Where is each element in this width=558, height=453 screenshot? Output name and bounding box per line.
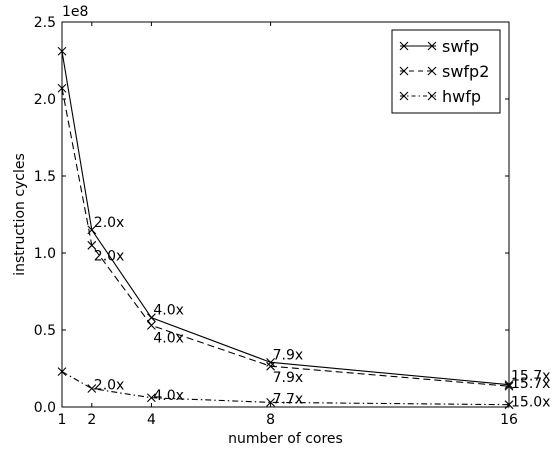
series-marker-hwfp-3 — [266, 397, 275, 407]
legend-item-swfp: swfp — [399, 37, 479, 56]
marker-stroke — [266, 357, 275, 367]
y-tick-label: 0.0 — [34, 400, 56, 416]
series-marker-swfp-2 — [147, 313, 156, 323]
legend-label-hwfp: hwfp — [442, 87, 481, 106]
marker-stroke — [147, 313, 156, 323]
series-marker-swfp-3 — [266, 357, 275, 367]
point-label-swfp2-4: 15.7x — [511, 376, 550, 392]
y-tick-label: 1.5 — [34, 169, 56, 185]
y-tick-label: 0.5 — [34, 323, 56, 339]
x-axis-label: number of cores — [228, 431, 343, 447]
series-marker-swfp2-1 — [87, 240, 97, 250]
point-label-swfp-3: 7.9x — [273, 347, 304, 363]
y-tick-label: 2.0 — [34, 92, 56, 108]
legend-marker-stroke — [399, 66, 409, 76]
x-tick-label: 16 — [500, 412, 518, 428]
legend-label-swfp2: swfp2 — [442, 62, 489, 81]
legend-item-swfp2: swfp2 — [399, 62, 489, 81]
x-tick-label: 2 — [87, 412, 96, 428]
x-tick-label: 8 — [266, 412, 275, 428]
series-marker-swfp2-3 — [266, 361, 275, 371]
y-tick-label: 2.5 — [34, 15, 56, 31]
point-label-hwfp-2: 4.0x — [153, 388, 184, 404]
point-label-swfp-2: 4.0x — [153, 303, 184, 319]
point-label-swfp2-3: 7.9x — [273, 370, 304, 386]
point-label-hwfp-1: 2.0x — [94, 378, 125, 394]
marker-stroke — [87, 384, 97, 393]
point-label-swfp2-1: 2.0x — [94, 248, 125, 264]
legend-marker-stroke — [427, 66, 437, 76]
marker-stroke — [266, 397, 275, 407]
x-tick-label: 4 — [147, 412, 156, 428]
point-label-hwfp-4: 15.0x — [511, 395, 550, 411]
series-marker-hwfp-1 — [87, 384, 97, 393]
legend-marker-stroke — [427, 41, 437, 51]
point-label-swfp2-2: 4.0x — [153, 330, 184, 346]
series-marker-swfp2-2 — [147, 320, 156, 330]
series-marker-hwfp-2 — [147, 393, 156, 403]
plot-frame — [61, 21, 510, 408]
y-scale-label: 1e8 — [62, 4, 88, 20]
x-tick-label: 1 — [58, 412, 67, 428]
legend: swfp swfp2 hwfp — [391, 29, 501, 114]
legend-marker-stroke — [427, 91, 437, 101]
legend-item-hwfp: hwfp — [399, 87, 481, 106]
series-line-swfp2 — [61, 88, 510, 387]
marker-stroke — [147, 320, 156, 330]
legend-marker-stroke — [399, 41, 409, 51]
legend-marker-stroke — [399, 91, 409, 101]
y-axis-label: instruction cycles — [12, 153, 28, 276]
legend-label-swfp: swfp — [442, 37, 479, 56]
point-label-swfp-4: 15.7x — [511, 369, 550, 385]
marker-stroke — [266, 361, 275, 371]
marker-stroke — [147, 393, 156, 403]
point-label-swfp-1: 2.0x — [94, 215, 125, 231]
y-tick-label: 1.0 — [34, 246, 56, 262]
point-label-hwfp-3: 7.7x — [273, 391, 304, 407]
marker-stroke — [87, 240, 97, 250]
